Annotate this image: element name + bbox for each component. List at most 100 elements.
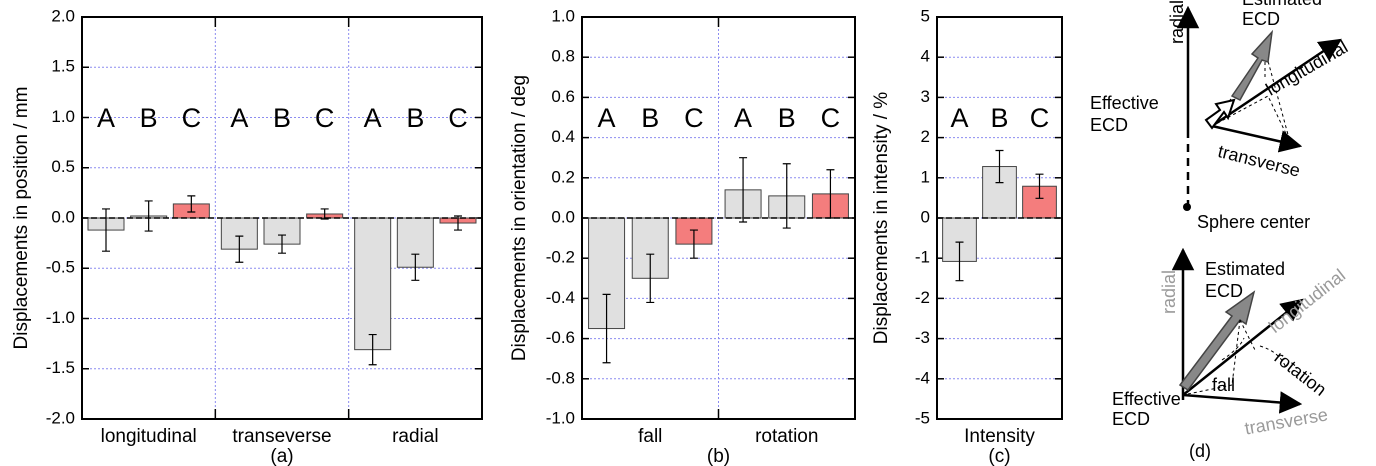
error-bar xyxy=(1035,173,1044,199)
y-tick-label: 3 xyxy=(921,87,930,106)
y-tick-label: 0.5 xyxy=(51,157,75,176)
y-tick-label: -0.2 xyxy=(546,248,575,267)
y-tick-label: -0.5 xyxy=(46,258,75,277)
y-tick-label: -1.0 xyxy=(46,308,75,327)
plot-border xyxy=(81,16,483,420)
x-tick-label: radial xyxy=(392,426,438,447)
y-tick-label: -0.8 xyxy=(546,368,575,387)
label: rotation xyxy=(1271,347,1331,400)
y-tick-label: 1.0 xyxy=(51,107,75,126)
y-tick-label: -1 xyxy=(915,248,930,267)
x-tick-label: longitudinal xyxy=(101,426,197,447)
y-tick-label: -5 xyxy=(915,408,930,427)
label: ECD xyxy=(1112,409,1150,429)
series-letter: B xyxy=(990,103,1008,133)
y-tick-label: 1.5 xyxy=(51,57,75,76)
sphere-center xyxy=(1183,203,1191,211)
y-tick-label: 0.0 xyxy=(551,207,575,226)
panel: -2.0 -1.5 -1.0 -0.5 0.0 0.5 1.0 1.5 2.0 longitudi… xyxy=(11,6,483,466)
y-tick-label: 2.0 xyxy=(51,6,75,25)
error-bar xyxy=(368,333,377,366)
transverse-axis xyxy=(1182,391,1303,414)
series-letter: A xyxy=(950,103,968,133)
error-bar xyxy=(144,200,153,232)
label: transverse xyxy=(1243,404,1329,438)
series-letter: C xyxy=(1030,103,1050,133)
y-tick-label: 0.8 xyxy=(551,47,575,66)
caption: (d) xyxy=(1189,441,1211,461)
label: radial xyxy=(1159,270,1179,314)
label: Estimated xyxy=(1242,0,1322,9)
x-tick-label: transeverse xyxy=(232,426,331,447)
y-tick-label: -0.4 xyxy=(546,288,575,307)
series-letter: B xyxy=(273,103,291,133)
transverse-axis xyxy=(1211,124,1303,153)
y-tick-label: -3 xyxy=(915,328,930,347)
error-bar xyxy=(411,253,420,281)
y-tick-label: 5 xyxy=(921,6,930,25)
series-letter: C xyxy=(448,103,468,133)
y-tick-label: -2 xyxy=(915,288,930,307)
error-bar xyxy=(235,235,244,263)
y-tick-label: 0.6 xyxy=(551,87,575,106)
caption: (c) xyxy=(988,446,1010,466)
x-tick-label: fall xyxy=(638,426,662,447)
series-letter: B xyxy=(406,103,424,133)
y-tick-label: 1.0 xyxy=(551,6,575,25)
plot-border xyxy=(581,16,856,420)
error-bar xyxy=(187,195,196,213)
estimated-arrow xyxy=(1178,290,1256,392)
y-tick-label: -0.6 xyxy=(546,328,575,347)
error-bar xyxy=(955,241,964,282)
error-bar xyxy=(320,208,329,220)
estimated-arrow xyxy=(1230,29,1274,101)
diagram-d: radial Estimated ECD longitudinal Effect… xyxy=(1090,0,1351,461)
y-axis-label: Displacements in position / mm xyxy=(11,87,32,350)
caption: (a) xyxy=(270,446,293,466)
error-bar xyxy=(602,293,611,364)
panel: -5 -4 -3 -2 -1 0 1 2 3 4 5 Intensity A B C (c) Displacem… xyxy=(871,6,1063,466)
label: ECD xyxy=(1242,9,1280,29)
series-letter: C xyxy=(315,103,335,133)
y-axis-label: Displacements in intensity / % xyxy=(871,92,892,344)
error-bar xyxy=(102,208,110,252)
series-letter: A xyxy=(97,103,115,133)
angle-lines xyxy=(1182,319,1287,396)
caption: (b) xyxy=(707,446,730,466)
label: Sphere center xyxy=(1197,212,1310,232)
label: radial xyxy=(1167,0,1187,44)
y-tick-label: 2 xyxy=(921,127,930,146)
series-letter: B xyxy=(140,103,158,133)
y-tick-label: 0.2 xyxy=(551,167,575,186)
y-tick-label: -2.0 xyxy=(46,408,75,427)
series-letter: A xyxy=(230,103,248,133)
plot-border xyxy=(936,16,1063,420)
series-letter: C xyxy=(182,103,202,133)
label: ECD xyxy=(1205,281,1243,301)
label: Effective xyxy=(1090,93,1159,113)
y-tick-label: -4 xyxy=(915,368,930,387)
series-letter: A xyxy=(598,103,616,133)
series-letter: C xyxy=(821,103,841,133)
error-bar xyxy=(782,163,791,229)
series-letter: A xyxy=(734,103,752,133)
label: Effective xyxy=(1112,389,1181,409)
y-tick-label: 0.4 xyxy=(551,127,575,146)
x-tick-label: Intensity xyxy=(964,426,1035,447)
error-bar xyxy=(646,253,655,304)
label: ECD xyxy=(1090,115,1128,135)
x-tick-label: rotation xyxy=(755,426,818,447)
label: fall xyxy=(1212,375,1235,395)
y-tick-label: 4 xyxy=(921,47,930,66)
series-letter: B xyxy=(641,103,659,133)
longitudinal-axis xyxy=(1182,298,1304,396)
y-axis-label: Displacements in orientation / deg xyxy=(509,75,530,361)
bar xyxy=(354,217,392,351)
longitudinal-axis xyxy=(1211,38,1342,128)
error-bar xyxy=(278,234,286,254)
label: transverse xyxy=(1216,141,1302,181)
error-bar xyxy=(739,157,748,223)
error-bar xyxy=(995,149,1004,184)
error-bar xyxy=(689,229,698,259)
